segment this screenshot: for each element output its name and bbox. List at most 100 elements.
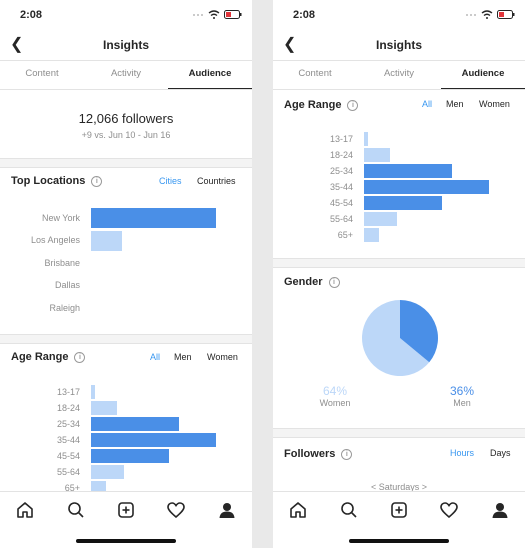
gender-pie-chart bbox=[362, 300, 438, 376]
wifi-icon bbox=[481, 10, 493, 19]
filter-men[interactable]: Men bbox=[174, 352, 192, 362]
search-icon[interactable] bbox=[339, 500, 359, 520]
search-icon[interactable] bbox=[66, 500, 86, 520]
bar bbox=[364, 196, 442, 210]
filter-all[interactable]: All bbox=[422, 99, 433, 109]
section-divider bbox=[273, 428, 525, 438]
bar bbox=[91, 433, 216, 447]
age-range-title: Age Range i bbox=[284, 99, 359, 111]
bar-label: 18-24 bbox=[329, 149, 353, 160]
bar bbox=[91, 417, 179, 431]
bar-label: New York bbox=[41, 212, 80, 223]
filter-countries[interactable]: Countries bbox=[197, 176, 236, 186]
home-icon[interactable] bbox=[288, 500, 308, 520]
bar-label: 55-64 bbox=[329, 213, 353, 224]
section-divider bbox=[0, 158, 252, 168]
home-icon[interactable] bbox=[15, 500, 35, 520]
men-stat: 36% Men bbox=[436, 384, 488, 408]
tab-content[interactable]: Content bbox=[298, 68, 332, 79]
tab-audience[interactable]: Audience bbox=[168, 61, 252, 89]
info-icon[interactable]: i bbox=[341, 448, 353, 460]
nav-header: ❮ Insights bbox=[273, 30, 525, 60]
filter-hours[interactable]: Hours bbox=[450, 448, 475, 458]
signal-icon bbox=[466, 13, 476, 16]
women-stat: 64% Women bbox=[309, 384, 361, 408]
bar bbox=[364, 164, 452, 178]
bar-label: Raleigh bbox=[49, 302, 80, 313]
tab-activity[interactable]: Activity bbox=[110, 68, 142, 79]
tab-audience[interactable]: Audience bbox=[441, 61, 525, 89]
heart-icon[interactable] bbox=[439, 500, 459, 520]
bar bbox=[91, 449, 169, 463]
followers-count: 12,066 followers bbox=[78, 111, 174, 126]
info-icon[interactable]: i bbox=[347, 99, 359, 111]
bar-label: Brisbane bbox=[44, 257, 80, 268]
status-time: 2:08 bbox=[293, 9, 316, 21]
signal-icon bbox=[193, 13, 203, 16]
bar-label: 25-34 bbox=[329, 165, 353, 176]
profile-icon[interactable] bbox=[490, 500, 510, 520]
bar-label: 35-44 bbox=[56, 434, 80, 445]
filter-women[interactable]: Women bbox=[207, 352, 238, 362]
nav-header: ❮ Insights bbox=[0, 30, 252, 60]
status-time: 2:08 bbox=[20, 9, 43, 21]
top-locations-title: Top Locations i bbox=[11, 175, 103, 187]
men-label: Men bbox=[453, 398, 471, 408]
bar bbox=[364, 228, 379, 242]
home-indicator bbox=[349, 539, 449, 543]
bar-label: Los Angeles bbox=[30, 235, 80, 245]
followers-delta: +9 vs. Jun 10 - Jun 16 bbox=[81, 130, 171, 140]
status-bar: 2:08 bbox=[0, 0, 252, 30]
add-post-icon[interactable] bbox=[116, 500, 136, 520]
pie-slice-men bbox=[400, 300, 438, 363]
filter-all[interactable]: All bbox=[150, 352, 161, 362]
system-icons bbox=[465, 10, 515, 19]
info-icon[interactable]: i bbox=[91, 175, 103, 187]
bar-label: 45-54 bbox=[329, 197, 353, 208]
bottom-nav-bar bbox=[273, 491, 525, 528]
add-post-icon[interactable] bbox=[389, 500, 409, 520]
filter-women[interactable]: Women bbox=[479, 99, 510, 109]
wifi-icon bbox=[208, 10, 220, 19]
battery-icon bbox=[497, 10, 515, 19]
bar bbox=[91, 208, 216, 228]
bar bbox=[364, 180, 489, 194]
tab-activity[interactable]: Activity bbox=[383, 68, 415, 79]
page-title: Insights bbox=[375, 38, 422, 52]
info-icon[interactable]: i bbox=[328, 276, 340, 288]
filter-days[interactable]: Days bbox=[490, 448, 511, 458]
bar-label: 18-24 bbox=[56, 402, 80, 413]
info-icon[interactable]: i bbox=[74, 351, 86, 363]
section-divider bbox=[273, 258, 525, 268]
bar-label: 45-54 bbox=[56, 450, 80, 461]
insights-tabs: Content Activity Audience bbox=[273, 60, 525, 90]
followers-title: Followers i bbox=[284, 448, 353, 460]
profile-icon[interactable] bbox=[217, 500, 237, 520]
section-divider bbox=[0, 334, 252, 344]
bar-label: 35-44 bbox=[329, 181, 353, 192]
pie-slice-women bbox=[362, 300, 430, 376]
bar-label: 13-17 bbox=[329, 133, 353, 144]
bar-label: 65+ bbox=[337, 229, 353, 240]
status-bar: 2:08 bbox=[273, 0, 525, 30]
system-icons bbox=[192, 10, 242, 19]
bar-label: 55-64 bbox=[56, 466, 80, 477]
back-button[interactable]: ❮ bbox=[10, 36, 24, 53]
bar bbox=[91, 401, 118, 415]
bar bbox=[91, 385, 95, 399]
day-selector[interactable]: < Saturdays > bbox=[370, 482, 428, 492]
bar bbox=[91, 230, 123, 251]
filter-men[interactable]: Men bbox=[446, 99, 464, 109]
back-button[interactable]: ❮ bbox=[283, 36, 297, 53]
heart-icon[interactable] bbox=[166, 500, 186, 520]
bar bbox=[364, 132, 368, 146]
battery-icon bbox=[224, 10, 242, 19]
bar bbox=[364, 148, 391, 162]
filter-cities[interactable]: Cities bbox=[159, 176, 182, 186]
home-indicator bbox=[76, 539, 176, 543]
bar bbox=[364, 212, 397, 226]
bar-label: 65+ bbox=[64, 482, 80, 493]
phone-right: 2:08 ❮ Insights Content Activity Audienc… bbox=[273, 0, 525, 548]
bar-label: 25-34 bbox=[56, 418, 80, 429]
tab-content[interactable]: Content bbox=[25, 68, 59, 79]
